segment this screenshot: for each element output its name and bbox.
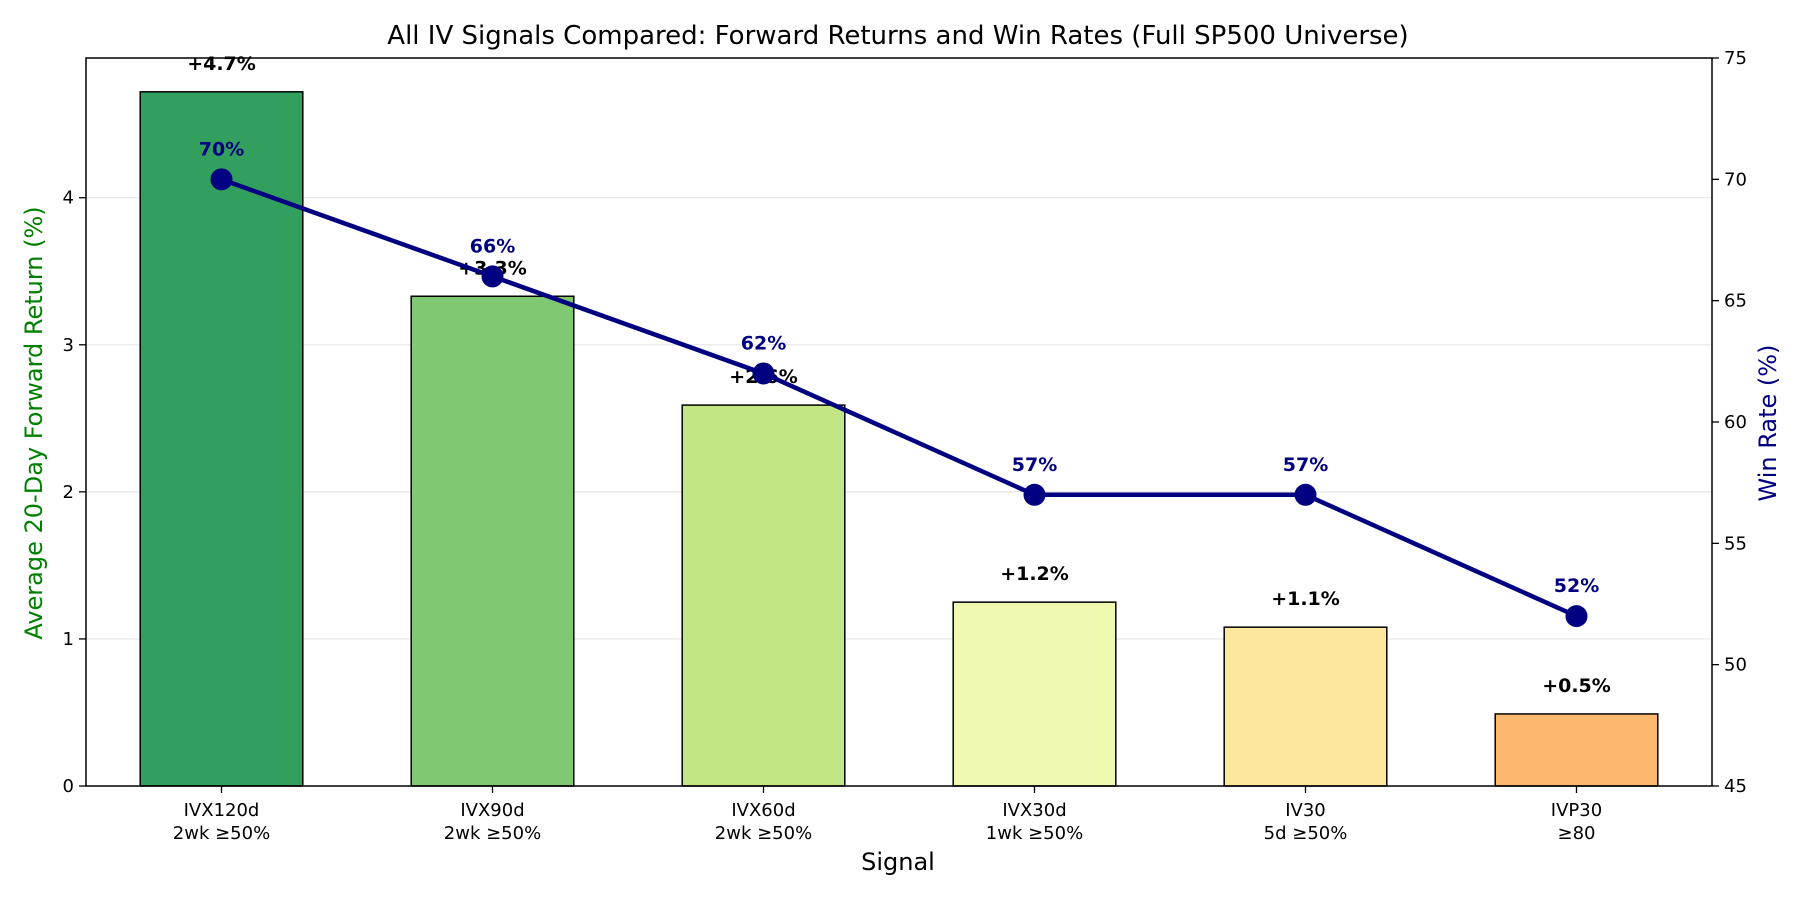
bar-value-label: +1.2% [1000,563,1069,585]
win-rate-point [752,362,775,385]
x-tick-label: 2wk ≥50% [715,823,812,844]
y-right-tick-label: 55 [1724,533,1747,554]
win-rate-label: 62% [741,332,786,354]
y-right-tick-label: 75 [1724,48,1747,69]
y-tick-label: 2 [63,482,74,503]
win-rate-line [220,177,1578,619]
x-tick-label: IVX90d [460,800,524,821]
x-tick-label: IVP30 [1551,800,1602,821]
win-rate-label: 52% [1554,575,1599,597]
win-rate-point [1565,605,1588,628]
y-right-tick-label: 70 [1724,169,1747,190]
y-tick-label: 1 [63,629,74,650]
win-rate-label: 57% [1283,454,1328,476]
win-rate-point [1023,483,1046,506]
win-rate-label: 66% [470,235,515,257]
x-tick-label: 5d ≥50% [1264,823,1348,844]
y-right-tick-label: 45 [1724,776,1747,797]
x-tick-label: ≥80 [1558,823,1596,844]
bar [681,404,846,787]
y-tick-label: 0 [63,776,74,797]
x-tick-label: 2wk ≥50% [444,823,541,844]
plot-frame [85,57,1713,787]
y-axis-label-left: Average 20-Day Forward Return (%) [20,206,48,639]
bar-value-label: +0.5% [1542,675,1611,697]
chart-title: All IV Signals Compared: Forward Returns… [387,21,1408,51]
y-axis-label-right: Win Rate (%) [1754,345,1782,502]
bar [410,295,575,787]
bar [952,601,1117,787]
x-tick-label: IVX30d [1002,800,1066,821]
y-tick-label: 4 [63,188,74,209]
y-right-tick-label: 60 [1724,412,1747,433]
x-tick-label: IVX120d [184,800,260,821]
y-right-tick-label: 65 [1724,291,1747,312]
win-rate-label: 70% [199,138,244,160]
win-rate-point [1294,483,1317,506]
win-rate-point [481,265,504,288]
win-rate-point [210,168,233,191]
win-rate-label: 57% [1012,454,1057,476]
x-tick-label: 1wk ≥50% [986,823,1083,844]
bar [1494,713,1659,787]
bar [139,91,304,787]
x-tick-label: IVX60d [731,800,795,821]
x-axis-label: Signal [861,848,935,876]
y-tick-label: 3 [63,335,74,356]
y-right-tick-label: 50 [1724,655,1747,676]
x-tick-label: IV30 [1285,800,1326,821]
bar [1223,626,1388,787]
bar-value-label: +4.7% [187,53,256,75]
x-tick-label: 2wk ≥50% [173,823,270,844]
bar-value-label: +1.1% [1271,588,1340,610]
